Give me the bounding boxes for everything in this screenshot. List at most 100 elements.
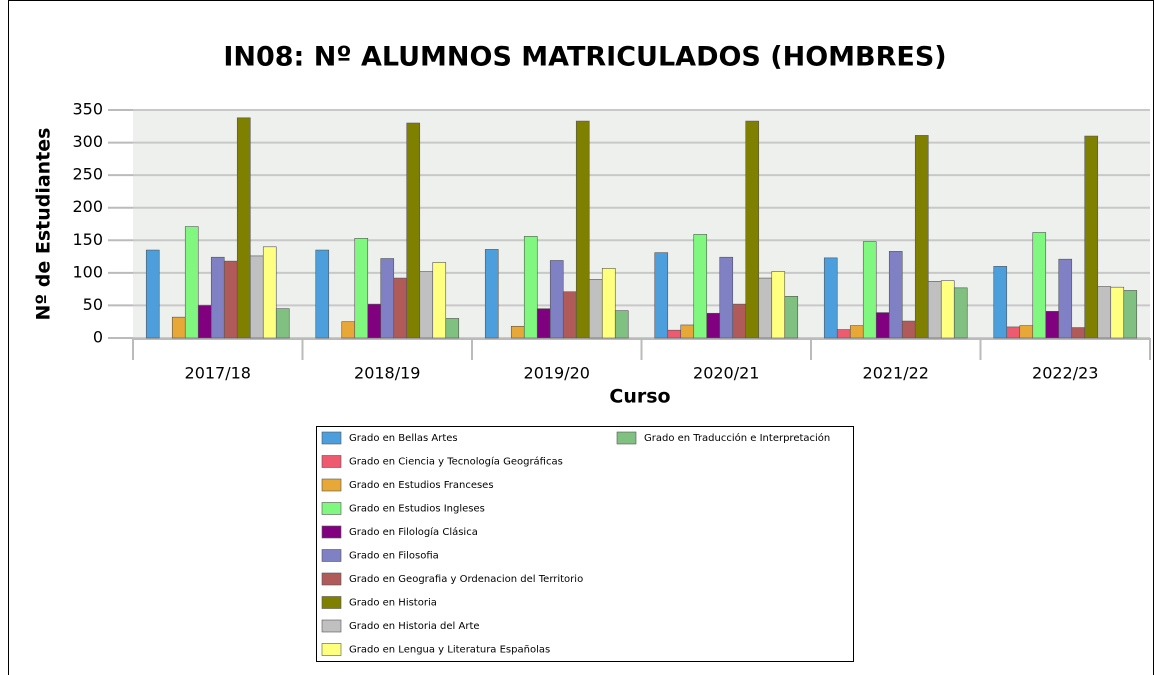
y-tick-label: 50 — [83, 295, 103, 314]
legend-label: Grado en Historia — [349, 598, 437, 609]
bar — [562, 291, 577, 339]
legend-swatch — [321, 455, 342, 468]
bar — [1032, 232, 1047, 339]
bar — [393, 277, 408, 339]
bar — [862, 241, 877, 339]
legend-swatch — [321, 478, 342, 492]
bar — [171, 316, 186, 339]
bar — [536, 308, 551, 339]
legend-swatch — [321, 572, 342, 586]
bar — [706, 312, 721, 339]
bar — [197, 305, 212, 339]
bar — [341, 321, 356, 339]
bar — [849, 325, 864, 339]
bar — [614, 310, 629, 339]
bar — [654, 252, 669, 339]
y-tick-label: 100 — [72, 262, 103, 281]
legend-swatch — [321, 502, 342, 515]
bar — [953, 287, 968, 339]
bar — [210, 256, 225, 339]
bar — [667, 329, 682, 339]
bar — [510, 325, 525, 339]
legend-swatch — [321, 525, 342, 539]
y-tick-label: 350 — [72, 100, 103, 119]
legend-label: Grado en Filología Clásica — [349, 526, 478, 538]
bar — [445, 318, 460, 339]
bar — [758, 277, 773, 339]
legend-swatch — [321, 619, 342, 633]
bar — [745, 120, 760, 339]
legend-label: Grado en Estudios Ingleses — [349, 504, 485, 515]
bar — [940, 280, 955, 339]
legend-label: Grado en Traducción e Interpretación — [644, 432, 830, 444]
bar — [1110, 286, 1125, 339]
legend-label: Grado en Estudios Franceses — [349, 480, 494, 491]
x-tick-label: 2020/21 — [693, 364, 759, 383]
bar — [223, 260, 238, 339]
chart-title: IN08: Nº ALUMNOS MATRICULADOS (HOMBRES) — [223, 42, 946, 73]
bar — [236, 117, 251, 339]
bar — [406, 122, 421, 339]
bar — [588, 279, 603, 339]
legend-swatch — [321, 596, 342, 609]
bar — [1058, 258, 1073, 339]
bar — [1071, 327, 1086, 339]
bar — [1045, 310, 1060, 339]
bar — [1006, 326, 1021, 339]
bar — [823, 257, 838, 339]
bar — [380, 258, 395, 339]
bar — [1123, 290, 1138, 339]
bar — [927, 281, 942, 339]
legend-label: Grado en Geografia y Ordenacion del Terr… — [349, 574, 583, 585]
bar — [914, 135, 929, 339]
bar — [249, 255, 264, 339]
bar — [419, 271, 434, 339]
bar — [771, 271, 786, 339]
bar — [184, 226, 199, 339]
legend-label: Grado en Ciencia y Tecnología Geográfica… — [349, 456, 563, 468]
x-tick-label: 2019/20 — [524, 364, 590, 383]
x-tick-label: 2018/19 — [354, 364, 420, 383]
legend-swatch — [616, 431, 637, 445]
x-tick-label: 2022/23 — [1032, 364, 1098, 383]
bar — [993, 266, 1008, 339]
bar — [901, 320, 916, 339]
bar — [875, 312, 890, 339]
y-tick-label: 250 — [72, 165, 103, 184]
x-tick-label: 2017/18 — [185, 364, 251, 383]
plot-area — [133, 110, 1150, 338]
bar — [784, 296, 799, 339]
bar — [262, 246, 277, 339]
bar — [680, 324, 695, 339]
bar — [1019, 325, 1034, 339]
bar — [1097, 286, 1112, 339]
legend-swatch — [321, 549, 342, 562]
y-tick-label: 0 — [93, 328, 103, 347]
bar — [484, 249, 499, 339]
bar — [836, 329, 851, 339]
legend-swatch — [321, 431, 342, 445]
legend-label: Grado en Filosofia — [349, 551, 439, 562]
bar — [145, 249, 160, 339]
y-axis-label: Nº de Estudiantes — [33, 128, 55, 321]
x-axis-label: Curso — [609, 386, 670, 408]
bar — [432, 262, 447, 339]
legend-label: Grado en Historia del Arte — [349, 621, 480, 632]
bar — [719, 256, 734, 339]
legend-label: Grado en Bellas Artes — [349, 433, 458, 444]
bar — [693, 234, 708, 339]
bar — [367, 303, 382, 339]
bar — [275, 308, 290, 339]
y-tick-label: 300 — [72, 132, 103, 151]
legend — [316, 426, 854, 662]
bar — [1084, 135, 1099, 339]
legend-swatch — [321, 643, 342, 656]
bar — [315, 249, 330, 339]
bar — [732, 303, 747, 339]
bar — [888, 251, 903, 339]
y-tick-label: 200 — [72, 197, 103, 216]
bar — [601, 267, 616, 339]
bar — [575, 120, 590, 339]
bar — [354, 238, 369, 339]
